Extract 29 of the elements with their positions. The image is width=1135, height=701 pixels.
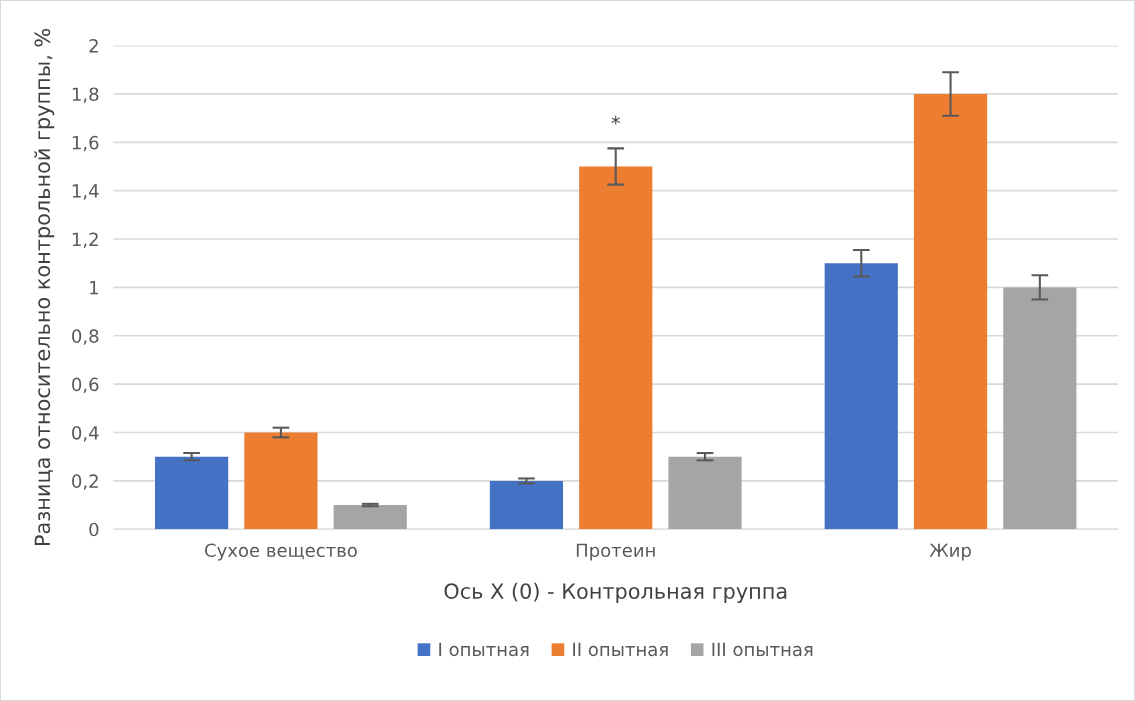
y-tick-label: 0,4 (72, 425, 99, 442)
y-axis-title: Разница относительно контрольной группы, % (34, 28, 55, 546)
x-tick-label: Сухое вещество (204, 543, 357, 561)
bar (155, 456, 229, 530)
y-tick-label: 1,2 (72, 232, 98, 248)
bar (913, 93, 988, 530)
legend-label: I опытная (439, 642, 529, 657)
legend-label: II опытная (573, 642, 668, 657)
annotation: * (611, 115, 621, 125)
bar (668, 456, 742, 530)
bar (333, 505, 407, 530)
y-tick-label: 1,4 (72, 184, 99, 200)
legend-label: III опытная (712, 642, 813, 657)
x-tick-label: Протеин (576, 543, 655, 561)
y-tick-label: 0,2 (72, 474, 98, 490)
y-tick-label: 1,8 (72, 87, 99, 103)
bar (824, 263, 898, 530)
y-tick-label: 2 (89, 39, 98, 53)
x-axis-title: Ось X (0) - Контрольная группа (444, 582, 787, 603)
x-tick-label: Жир (929, 543, 971, 561)
y-tick-label: 0 (89, 522, 99, 537)
bar (489, 480, 564, 530)
bar (579, 166, 653, 530)
y-tick-label: 0,8 (72, 329, 99, 345)
bar (1003, 287, 1077, 530)
y-tick-label: 1,6 (72, 135, 99, 152)
bar (244, 432, 318, 530)
y-tick-label: 1 (90, 281, 98, 295)
y-tick-label: 0,6 (72, 377, 99, 394)
